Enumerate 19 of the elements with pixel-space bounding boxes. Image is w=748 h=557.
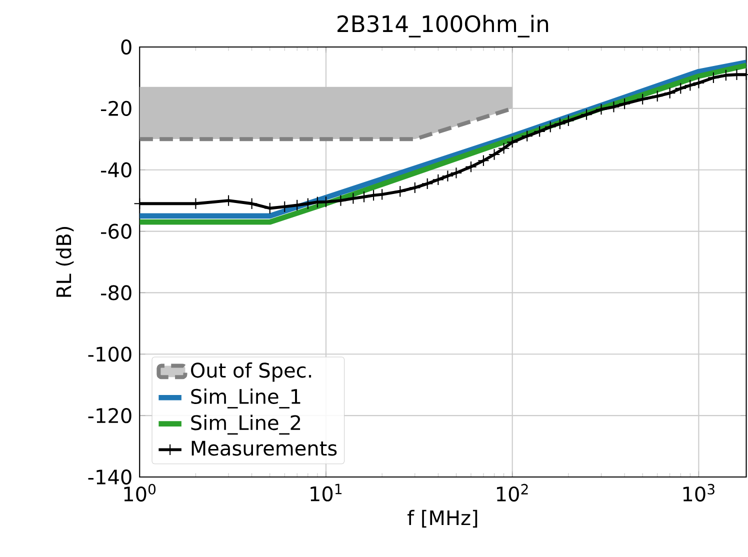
legend-label: Out of Spec. bbox=[191, 362, 312, 382]
y-tick-label: -100 bbox=[88, 346, 132, 362]
x-tick-label: 10$^{1}$ bbox=[310, 484, 342, 502]
y-axis-title: RL (dB) bbox=[56, 226, 74, 297]
x-tick-label: 10$^{2}$ bbox=[497, 484, 528, 502]
x-axis-title: f [MHz] bbox=[408, 510, 478, 528]
legend-label: Sim_Line_1 bbox=[191, 388, 300, 408]
y-tick-label: -120 bbox=[88, 408, 132, 423]
chart-title: 2B314_100Ohm_in bbox=[338, 14, 548, 38]
y-tick-label: -80 bbox=[100, 284, 132, 300]
x-tick-label: 10$^{3}$ bbox=[683, 484, 714, 502]
legend-label: Sim_Line_2 bbox=[191, 414, 300, 434]
y-tick-label: -60 bbox=[100, 224, 132, 239]
y-tick-label: -140 bbox=[88, 469, 132, 484]
y-tick-label: -40 bbox=[100, 162, 132, 178]
y-tick-label: -20 bbox=[100, 100, 132, 116]
x-tick-label: 10$^{0}$ bbox=[124, 484, 156, 502]
legend-label: Measurements bbox=[192, 440, 337, 456]
y-tick-label: 0 bbox=[121, 39, 132, 54]
